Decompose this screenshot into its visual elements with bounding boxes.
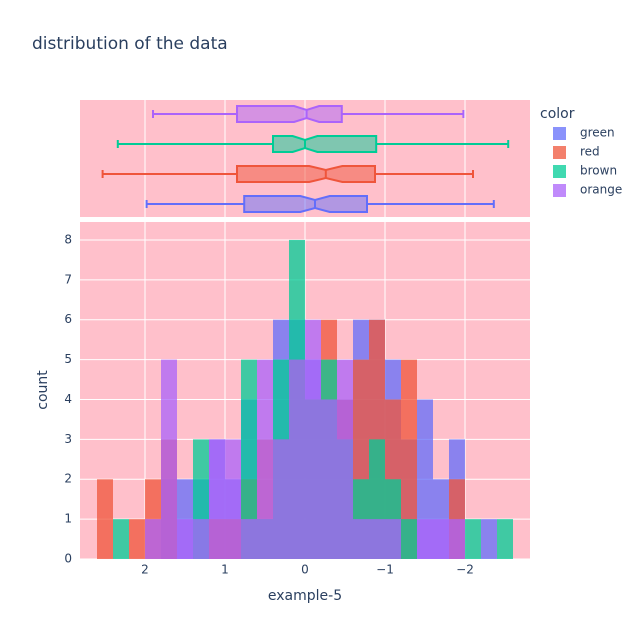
box [236,165,376,183]
bar [225,439,241,559]
x-tick-label: 1 [221,563,229,577]
bar [193,519,209,559]
chart-title: distribution of the data [32,34,228,54]
bar [481,519,497,559]
box [243,195,368,213]
bar [337,359,353,559]
legend-title: color [540,106,575,122]
bar [401,359,417,559]
legend-label: green [580,126,615,140]
bar [465,519,481,559]
bar [273,439,289,559]
bar [257,359,273,559]
legend-label: red [580,145,600,159]
y-tick-label: 5 [64,352,72,366]
bar [369,519,385,559]
bar [129,519,145,559]
legend-swatch [553,146,566,159]
bar [145,519,161,559]
x-tick-label: 0 [301,563,309,577]
bar [241,359,257,559]
bar [401,519,417,559]
y-tick-label: 2 [64,472,72,486]
bar [113,519,129,559]
y-axis-title: count [35,370,51,410]
x-axis-title: example-5 [268,588,342,604]
bar [321,399,337,559]
bar [417,519,433,559]
bar [97,479,113,559]
legend-swatch [553,165,566,178]
y-tick-label: 0 [64,552,72,566]
y-tick-label: 4 [64,392,72,406]
bar [497,519,513,559]
bar [289,359,305,559]
box [272,135,378,153]
x-tick-label: −2 [456,563,474,577]
y-tick-label: 6 [64,312,72,326]
legend-swatch [553,127,566,140]
bar [385,519,401,559]
bar [209,439,225,559]
bar [353,519,369,559]
bar [305,319,321,559]
bar [241,519,257,559]
y-tick-label: 1 [64,512,72,526]
y-tick-label: 7 [64,272,72,286]
bar [177,519,193,559]
bar [433,519,449,559]
legend-label: brown [580,164,617,178]
bar [161,359,177,559]
y-tick-label: 8 [64,232,72,246]
x-tick-label: −1 [376,563,394,577]
x-tick-label: 2 [141,563,149,577]
bar [449,519,465,559]
box [236,105,343,123]
legend-label: orange [580,183,622,197]
y-tick-label: 3 [64,432,72,446]
legend-swatch [553,184,566,197]
